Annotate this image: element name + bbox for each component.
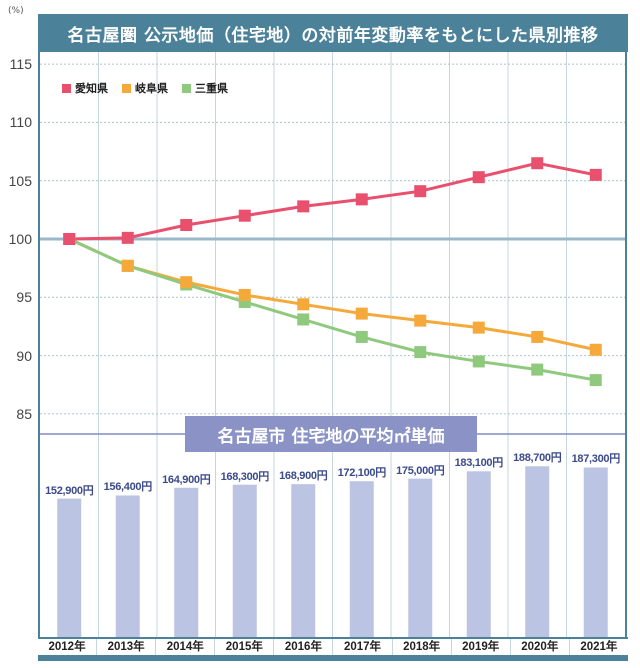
- bar-value-label: 164,900円: [162, 473, 211, 486]
- data-point-marker: [414, 185, 427, 198]
- y-tick-label: 105: [8, 172, 32, 189]
- bar-value-label: 175,000円: [396, 464, 445, 477]
- price-bar: [57, 498, 82, 637]
- chart-title: 名古屋圏 公示地価（住宅地）の対前年変動率をもとにした県別推移: [38, 14, 628, 52]
- legend: 愛知県 岐阜県 三重県: [62, 80, 228, 96]
- price-bar: [174, 487, 199, 637]
- data-point-marker: [297, 313, 310, 326]
- y-tick-label: 95: [16, 289, 32, 306]
- price-bar: [525, 466, 550, 637]
- data-point-marker: [297, 200, 310, 213]
- bar-value-label: 172,100円: [337, 467, 387, 480]
- y-tick-label: 110: [9, 114, 32, 131]
- legend-item: 三重県: [182, 80, 228, 96]
- x-tick-label: 2016年: [274, 639, 334, 655]
- data-point-marker: [180, 276, 193, 289]
- data-point-marker: [414, 346, 427, 359]
- x-tick-label: 2013年: [97, 639, 157, 655]
- bar-value-label: 187,300円: [571, 453, 621, 466]
- series-line-2: [68, 237, 597, 382]
- legend-label: 愛知県: [75, 82, 108, 95]
- bar-value-label: 188,700円: [513, 452, 562, 465]
- data-point-marker: [355, 330, 368, 343]
- y-tick-label: 85: [16, 405, 32, 422]
- price-bar: [349, 481, 374, 637]
- bar-value-label: 168,300円: [220, 470, 270, 483]
- legend-swatch: [182, 83, 191, 93]
- data-point-marker: [589, 374, 602, 387]
- data-point-marker: [531, 157, 544, 170]
- price-bar: [583, 467, 608, 637]
- legend-swatch: [122, 83, 131, 93]
- data-point-marker: [414, 314, 427, 327]
- data-point-marker: [238, 288, 251, 301]
- data-point-marker: [531, 330, 544, 343]
- price-bar: [291, 484, 316, 637]
- legend-item: 愛知県: [62, 80, 108, 96]
- price-bar: [466, 471, 491, 637]
- x-tick-label: 2015年: [215, 639, 275, 655]
- data-point-marker: [63, 233, 76, 245]
- bar-value-label: 156,400円: [103, 481, 153, 494]
- legend-swatch: [62, 83, 71, 93]
- data-point-marker: [355, 307, 368, 320]
- x-tick-label: 2012年: [38, 639, 98, 655]
- data-point-marker: [531, 363, 544, 376]
- legend-item: 岐阜県: [122, 80, 168, 96]
- data-point-marker: [589, 168, 602, 181]
- data-point-marker: [472, 171, 485, 184]
- bar-value-label: 152,900円: [45, 484, 94, 497]
- x-tick-label: 2017年: [333, 639, 393, 655]
- data-point-marker: [121, 231, 134, 244]
- y-tick-label: 90: [16, 347, 32, 364]
- bar-section-title: 名古屋市 住宅地の平均㎡単価: [185, 416, 477, 452]
- data-point-marker: [589, 343, 602, 356]
- data-point-marker: [472, 321, 485, 334]
- x-tick-label: 2018年: [393, 639, 452, 655]
- legend-label: 岐阜県: [135, 82, 168, 95]
- price-bar: [408, 478, 433, 637]
- x-axis-year-row: 2012年 2013年 2014年 2015年 2016年 2017年 2018年 2019年…: [38, 637, 628, 655]
- x-tick-label: 2019年: [452, 639, 511, 655]
- y-tick-label: 100: [8, 231, 32, 247]
- y-tick-label: 115: [9, 56, 32, 73]
- x-tick-label: 2021年: [580, 641, 618, 653]
- x-tick-label: 2014年: [156, 639, 216, 655]
- data-point-marker: [121, 259, 134, 272]
- bar-value-label: 168,900円: [279, 470, 328, 483]
- chart-footer-bar: [38, 655, 628, 661]
- price-bar: [115, 495, 140, 637]
- y-axis-unit: (%): [8, 6, 24, 16]
- price-bar: [232, 484, 257, 637]
- data-point-marker: [297, 298, 310, 311]
- legend-label: 三重県: [195, 82, 228, 95]
- series-line-0: [69, 161, 597, 241]
- bar-value-label: 183,100円: [454, 457, 504, 470]
- data-point-marker: [355, 193, 368, 206]
- x-tick-label: 2020年: [511, 639, 570, 655]
- data-point-marker: [472, 355, 485, 368]
- data-point-marker: [180, 219, 193, 232]
- data-point-marker: [238, 209, 251, 222]
